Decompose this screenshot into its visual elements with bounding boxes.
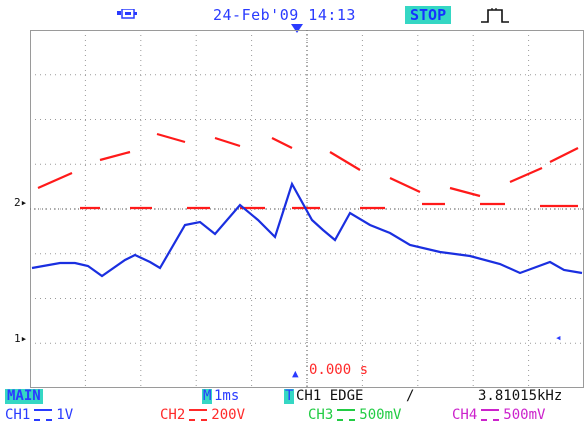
run-stop-badge[interactable]: STOP [405, 6, 452, 24]
ch2-trace-segment [389, 177, 421, 193]
frequency-readout: 3.81015kHz [478, 388, 563, 404]
timebase-value[interactable]: 1ms [214, 388, 240, 404]
ch1-trace [31, 181, 583, 278]
ch2-trace-segment [509, 166, 543, 184]
ch2-trace-segment [156, 132, 186, 144]
timebase-bar: MAIN M 1ms T CH1 EDGE / 3.81015kHz [0, 388, 586, 405]
ch1-scale[interactable]: CH1 1V [5, 407, 74, 423]
trigger-position-icon[interactable] [291, 24, 303, 34]
ch2-trace-segment [214, 136, 241, 148]
trigger-slope-icon: / [406, 388, 415, 404]
ch2-trace-segment [37, 171, 73, 190]
ch3-scale[interactable]: CH3 500mV [308, 407, 402, 423]
trigger-time-marker[interactable]: ▲ [292, 367, 299, 380]
dc-coupling-icon [189, 409, 208, 421]
trigger-prefix: T [284, 388, 295, 404]
channel-scale-bar: CH1 1V CH2 200V CH3 500mV CH4 500mV [0, 405, 586, 425]
top-status-bar: 24-Feb'09 14:13 STOP [0, 0, 586, 33]
dc-coupling-icon [34, 409, 53, 421]
ch2-trace-segment [449, 186, 481, 198]
timebase-prefix: M [202, 388, 213, 404]
ch2-trace-segment [99, 150, 131, 162]
ch1-ground-marker[interactable]: 1▸ [14, 332, 28, 345]
date-time: 24-Feb'09 14:13 [213, 6, 356, 24]
ch4-scale[interactable]: CH4 500mV [452, 407, 546, 423]
pulse-icon [481, 8, 509, 23]
dc-coupling-icon [337, 409, 356, 421]
ch2-scale[interactable]: CH2 200V [160, 407, 246, 423]
ch2-trace-segment [549, 147, 579, 163]
trigger-source[interactable]: CH1 EDGE [296, 388, 364, 404]
dc-coupling-icon [481, 409, 500, 421]
trigger-level-marker[interactable]: ◂ [555, 331, 562, 344]
time-offset-readout: 0.000 s [309, 362, 369, 378]
usb-icon [117, 9, 137, 19]
ch2-trace-segment [271, 137, 293, 149]
mode-label[interactable]: MAIN [5, 388, 43, 404]
waveform-display[interactable]: 2▸ 1▸ ◂ ▲ [14, 30, 584, 388]
ch2-ground-marker[interactable]: 2▸ [14, 196, 28, 209]
ch2-trace-segment [329, 151, 361, 171]
waveform-canvas [30, 30, 584, 388]
